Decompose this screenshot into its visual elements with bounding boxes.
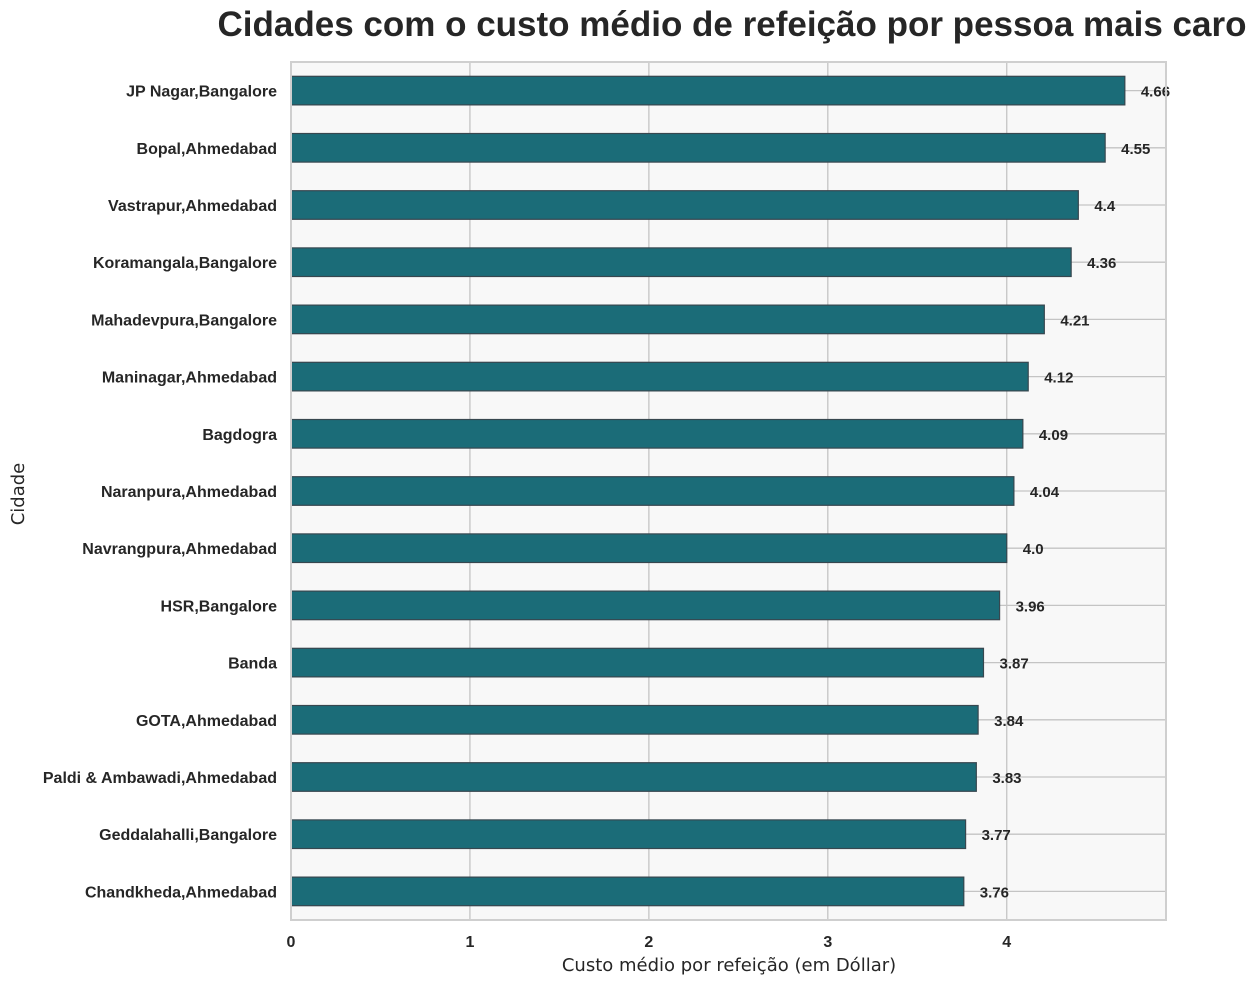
category-label: Paldi & Ambawadi,Ahmedabad — [43, 770, 277, 787]
value-label: 4.4 — [1094, 198, 1116, 215]
value-label: 4.0 — [1023, 541, 1044, 558]
plot-area: 0 1 2 3 4 JP Nagar,Bangalore 4.66 Bopal,Ahmedab… — [43, 61, 1170, 951]
category-label: Navrangpura,Ahmedabad — [82, 541, 277, 558]
value-label: 4.12 — [1044, 370, 1073, 387]
category-label: Geddalahalli,Bangalore — [99, 827, 277, 844]
value-label: 3.76 — [980, 884, 1009, 901]
category-label: JP Nagar,Bangalore — [126, 84, 277, 101]
bar — [290, 590, 1001, 621]
category-label: Chandkheda,Ahmedabad — [85, 884, 277, 901]
category-label: Naranpura,Ahmedabad — [101, 484, 277, 501]
bar — [290, 418, 1024, 449]
category-label: Vastrapur,Ahmedabad — [108, 198, 277, 215]
category-label: Bagdogra — [202, 427, 277, 444]
bar — [290, 247, 1072, 278]
value-label: 4.04 — [1030, 484, 1060, 501]
category-label: GOTA,Ahmedabad — [136, 713, 277, 730]
value-label: 3.83 — [992, 770, 1021, 787]
value-label: 4.36 — [1087, 255, 1116, 272]
value-label: 3.84 — [994, 713, 1024, 730]
bar — [290, 647, 985, 678]
category-label: Maninagar,Ahmedabad — [102, 370, 277, 387]
chart-title: Cidades com o custo médio de refeição po… — [218, 5, 1247, 44]
bar — [290, 476, 1015, 506]
y-axis-label: Cidade — [8, 463, 29, 526]
x-tick-label: 3 — [823, 934, 832, 951]
category-label: Mahadevpura,Bangalore — [91, 312, 277, 329]
category-label: Bopal,Ahmedabad — [137, 141, 277, 158]
bar — [290, 361, 1029, 392]
bar — [290, 75, 1126, 106]
plot-frame — [290, 61, 1167, 921]
bar — [290, 304, 1045, 335]
x-tick-label: 4 — [1002, 934, 1011, 951]
bar — [290, 876, 965, 907]
bar — [290, 533, 1008, 564]
value-label: 4.55 — [1121, 141, 1150, 158]
bar — [290, 704, 979, 735]
bar — [290, 819, 967, 850]
category-label: HSR,Bangalore — [161, 598, 278, 615]
value-label: 4.21 — [1060, 312, 1089, 329]
bar — [290, 762, 977, 792]
category-label: Koramangala,Bangalore — [93, 255, 277, 272]
x-tick-label: 0 — [287, 934, 296, 951]
value-label: 4.66 — [1141, 84, 1170, 101]
value-label: 4.09 — [1039, 427, 1068, 444]
x-tick-label: 1 — [465, 934, 474, 951]
value-label: 3.77 — [982, 827, 1011, 844]
value-label: 3.87 — [999, 656, 1028, 673]
x-tick-label: 2 — [644, 934, 653, 951]
x-axis-label: Custo médio por refeição (em Dóllar) — [562, 955, 896, 976]
category-label: Banda — [228, 656, 277, 673]
value-label: 3.96 — [1016, 598, 1045, 615]
bar — [290, 190, 1079, 220]
bar — [290, 132, 1106, 163]
